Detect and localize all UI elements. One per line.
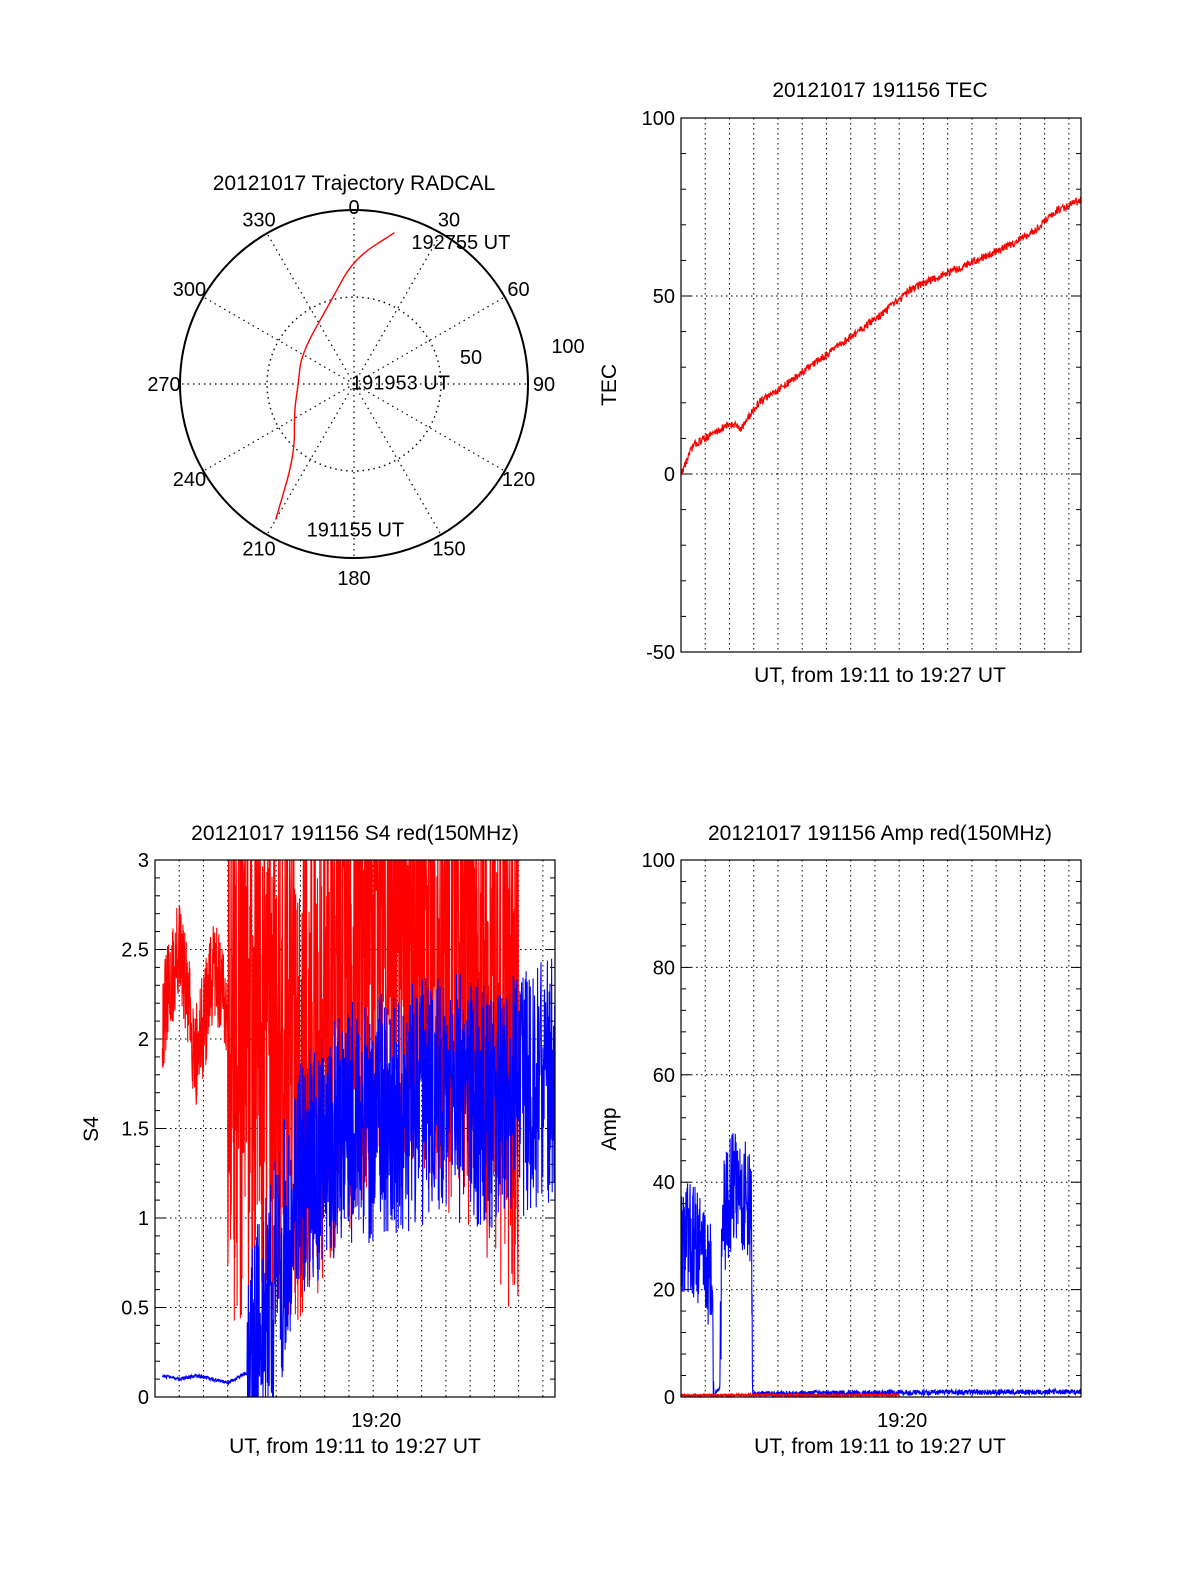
polar-spoke-120 — [353, 383, 505, 472]
amp-series-2-line — [680, 1391, 900, 1399]
polar-spoke-60 — [353, 296, 505, 385]
amp-y-tick-label: 100 — [642, 850, 675, 872]
polar-azimuth-label: 330 — [242, 209, 275, 231]
polar-ring-50 — [266, 296, 442, 472]
polar-azimuth-label: 240 — [173, 469, 206, 491]
s4-x-tick-labels: 19:20 — [351, 1410, 401, 1432]
amp-y-tick-label: 60 — [653, 1065, 675, 1087]
polar-spoke-30 — [353, 233, 442, 385]
amp-x-axis-label: UT, from 19:11 to 19:27 UT — [754, 1435, 1006, 1458]
tec-title: 20121017 191156 TEC — [772, 79, 987, 102]
amp-grid — [681, 859, 1081, 1398]
trajectory-track-line — [275, 232, 395, 520]
polar-radial-label: 100 — [551, 336, 584, 358]
tec-y-tick-labels: -50 0 50 100 — [642, 108, 675, 664]
polar-spoke-210 — [266, 383, 355, 535]
amp-y-tick-label: 40 — [653, 1172, 675, 1194]
s4-title: 20121017 191156 S4 red(150MHz) — [191, 822, 519, 845]
s4-y-tick-label: 2.5 — [121, 940, 149, 962]
polar-azimuth-label: 270 — [147, 374, 180, 396]
s4-x-axis-label: UT, from 19:11 to 19:27 UT — [229, 1435, 481, 1458]
polar-azimuth-label: 150 — [432, 539, 465, 561]
tec-line-chart: 20121017 191156 TEC -50 0 50 100 UT, from 1… — [598, 79, 1082, 687]
polar-outer-ring — [179, 209, 529, 559]
polar-azimuth-label: 0 — [348, 197, 359, 219]
s4-y-tick-label: 3 — [138, 850, 149, 872]
polar-annotations: 192755 UT 191953 UT 191155 UT — [307, 232, 511, 542]
tec-y-tick-label: -50 — [646, 642, 675, 664]
polar-radial-label: 50 — [460, 347, 482, 369]
polar-grid — [180, 210, 528, 558]
tec-series-1-line — [680, 196, 1082, 477]
amp-series-layer — [680, 1133, 1082, 1399]
amp-plot-frame — [680, 859, 1082, 1398]
s4-plot-frame — [154, 859, 556, 1398]
tec-plot-frame — [680, 117, 1082, 653]
amp-y-tick-label: 80 — [653, 957, 675, 979]
tec-y-axis-label: TEC — [598, 364, 621, 406]
tec-series-layer — [680, 196, 1082, 477]
s4-y-tick-label: 0 — [138, 1387, 149, 1409]
amp-series-1-line — [680, 1133, 1082, 1399]
amp-y-tick-labels: 0 20 40 60 80 100 — [642, 850, 675, 1409]
tec-y-tick-label: 100 — [642, 108, 675, 130]
amp-y-axis-label: Amp — [598, 1107, 621, 1150]
amp-line-chart: 20121017 191156 Amp red(150MHz) 0 20 40 60 8… — [598, 822, 1082, 1458]
amp-y-tick-label: 20 — [653, 1280, 675, 1302]
amp-y-tick-label: 0 — [664, 1387, 675, 1409]
amp-x-tick-labels: 19:20 — [877, 1410, 927, 1432]
s4-x-tick-label: 19:20 — [351, 1410, 401, 1432]
polar-azimuth-label: 210 — [242, 539, 275, 561]
polar-spoke-330 — [266, 233, 355, 385]
s4-y-tick-label: 0.5 — [121, 1298, 149, 1320]
amp-title: 20121017 191156 Amp red(150MHz) — [708, 822, 1052, 845]
polar-time-annotation: 191953 UT — [351, 372, 450, 394]
tec-grid — [681, 117, 1081, 653]
polar-radial-labels: 50 100 — [460, 336, 585, 369]
polar-azimuth-label: 90 — [533, 374, 555, 396]
s4-y-tick-label: 2 — [138, 1029, 149, 1051]
s4-y-axis-label: S4 — [80, 1116, 103, 1142]
polar-azimuth-label: 120 — [502, 469, 535, 491]
s4-y-tick-label: 1 — [138, 1208, 149, 1230]
trajectory-polar-plot: 20121017 Trajectory RADCAL 0 30 60 90 120 150… — [147, 172, 584, 590]
polar-time-annotation: 192755 UT — [411, 232, 510, 254]
s4-line-chart: 20121017 191156 S4 red(150MHz) 0 0.5 1 1.5 2… — [80, 822, 556, 1458]
polar-azimuth-label: 60 — [507, 279, 529, 301]
polar-azimuth-label: 30 — [438, 209, 460, 231]
polar-title: 20121017 Trajectory RADCAL — [213, 172, 496, 195]
polar-spoke-240 — [203, 383, 355, 472]
tec-y-tick-label: 50 — [653, 286, 675, 308]
polar-azimuth-label: 180 — [337, 568, 370, 590]
s4-y-tick-label: 1.5 — [121, 1119, 149, 1141]
polar-spoke-300 — [203, 296, 355, 385]
polar-azimuth-label: 300 — [173, 279, 206, 301]
s4-y-tick-labels: 0 0.5 1 1.5 2 2.5 3 — [121, 850, 149, 1409]
tec-y-tick-label: 0 — [664, 464, 675, 486]
polar-azimuth-labels: 0 30 60 90 120 150 180 210 240 270 300 330 — [147, 197, 555, 590]
tec-x-axis-label: UT, from 19:11 to 19:27 UT — [754, 664, 1006, 687]
amp-x-tick-label: 19:20 — [877, 1410, 927, 1432]
s4-series-2-line — [161, 958, 556, 1398]
polar-spoke-150 — [353, 383, 442, 535]
polar-time-annotation: 191155 UT — [307, 520, 404, 542]
